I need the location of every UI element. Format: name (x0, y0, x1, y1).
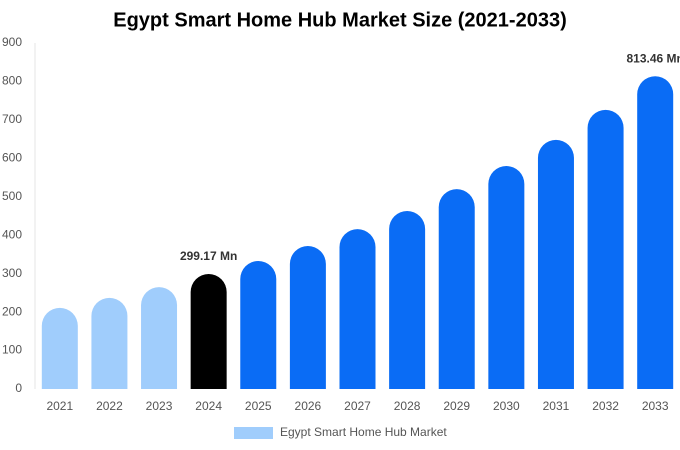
y-tick-label: 200 (2, 304, 22, 318)
bar (289, 245, 326, 389)
y-tick-label: 500 (2, 189, 22, 203)
bar (389, 211, 426, 389)
y-tick-label: 300 (2, 266, 22, 280)
chart-title: Egypt Smart Home Hub Market Size (2021-2… (113, 9, 567, 31)
x-tick-label: 2022 (96, 399, 123, 413)
y-tick-label: 700 (2, 112, 22, 126)
value-label: 299.17 Mn (180, 249, 237, 263)
x-tick-label: 2021 (46, 399, 73, 413)
x-tick-label: 2026 (295, 399, 322, 413)
y-tick-label: 600 (2, 151, 22, 165)
bar (190, 273, 227, 389)
x-tick-label: 2023 (146, 399, 173, 413)
x-tick-label: 2025 (245, 399, 272, 413)
bar (339, 229, 376, 389)
legend-swatch (234, 427, 273, 439)
value-label: 813.46 Mn (627, 51, 680, 65)
y-tick-label: 800 (2, 74, 22, 88)
y-tick-label: 400 (2, 227, 22, 241)
y-tick-label: 0 (15, 381, 22, 395)
x-tick-label: 2024 (195, 399, 222, 413)
x-tick-label: 2030 (493, 399, 520, 413)
legend-label: Egypt Smart Home Hub Market (280, 425, 447, 439)
bar (240, 260, 277, 389)
bar (141, 287, 178, 389)
bar (91, 297, 128, 389)
x-tick-label: 2027 (344, 399, 371, 413)
bar (41, 307, 78, 389)
bar (587, 109, 624, 389)
bar (488, 166, 525, 389)
bar (637, 76, 674, 389)
y-tick-label: 100 (2, 343, 22, 357)
x-tick-label: 2032 (592, 399, 619, 413)
bar (438, 189, 475, 389)
x-tick-label: 2033 (642, 399, 669, 413)
y-tick-label: 900 (2, 35, 22, 49)
x-tick-label: 2028 (394, 399, 421, 413)
x-tick-label: 2031 (543, 399, 570, 413)
x-tick-label: 2029 (443, 399, 470, 413)
bar (537, 139, 574, 389)
